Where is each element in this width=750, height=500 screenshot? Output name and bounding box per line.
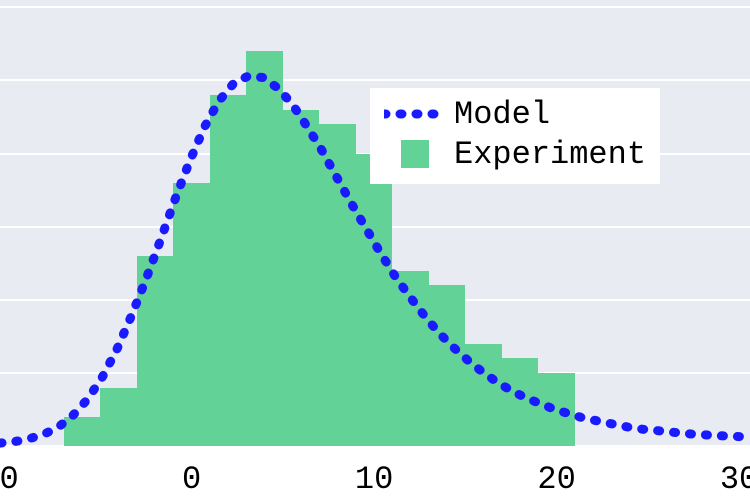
- legend-patch-sample: [401, 140, 429, 168]
- x-tick-label: 30: [720, 460, 750, 500]
- x-tick-label: 10: [355, 460, 393, 500]
- legend-entry-model: Model: [384, 94, 646, 134]
- legend-entry-experiment: Experiment: [384, 134, 646, 174]
- x-tick-label: 20: [537, 460, 575, 500]
- x-tick-label: 0: [182, 460, 201, 500]
- legend-label-experiment: Experiment: [446, 136, 646, 173]
- x-tick-label: 0: [0, 460, 19, 500]
- legend-label-model: Model: [446, 96, 550, 133]
- legend: Model Experiment: [370, 88, 660, 184]
- legend-line-sample: [384, 96, 446, 132]
- model-curve: [0, 0, 750, 500]
